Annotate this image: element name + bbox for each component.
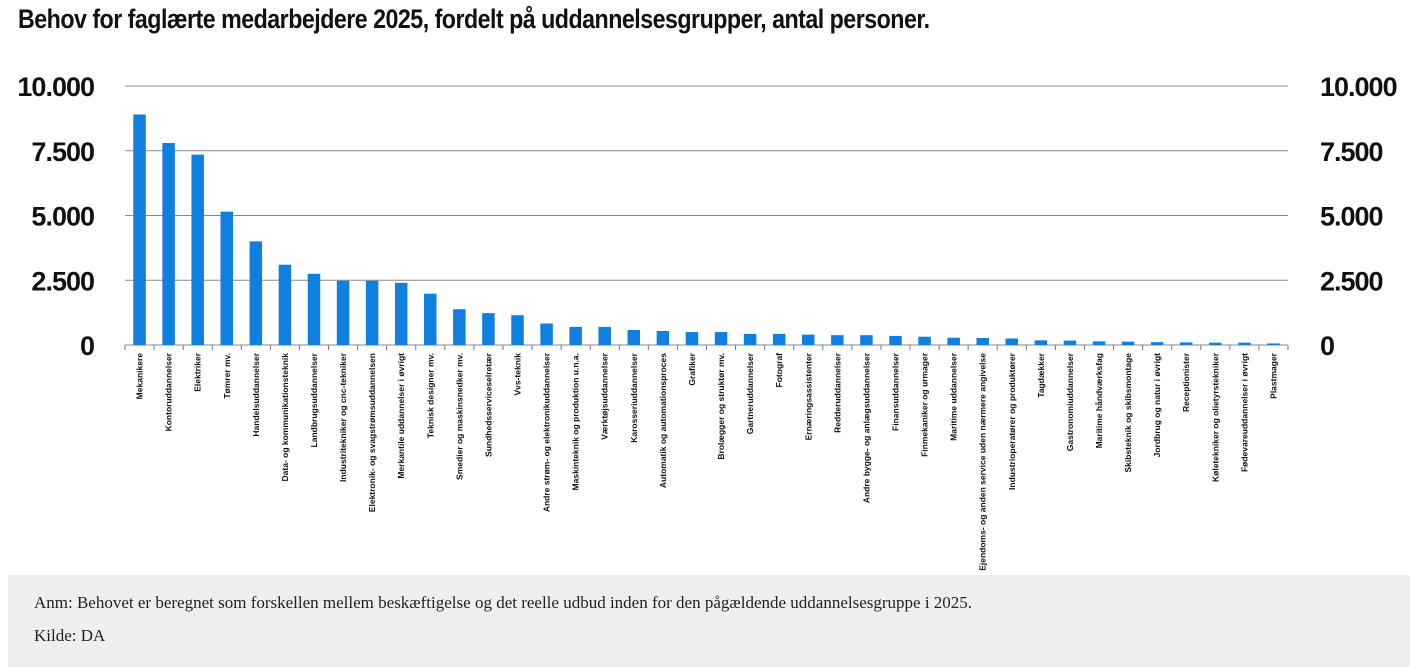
x-tick-label: Industritekniker og cnc-tekniker: [338, 352, 348, 482]
x-tick-label: Andre strøm- og elektronikuddannelser: [542, 352, 552, 512]
bar: [598, 326, 611, 345]
bar: [918, 336, 931, 345]
x-tick-label: Elektronik- og svagstrømsuddannelsen: [367, 353, 377, 512]
x-tick-label: Fotograf: [774, 353, 784, 388]
x-tick-label: Tømrer mv.: [222, 353, 232, 399]
bar: [220, 211, 234, 345]
x-tick-label: Data- og kommunikationsteknik: [280, 353, 290, 482]
y-tick-label-left: 2.500: [31, 266, 94, 296]
bar: [482, 313, 495, 345]
y-tick-label-right: 10.000: [1320, 72, 1397, 102]
x-tick-label: Sundhedsserviceselretær: [483, 352, 493, 457]
x-tick-label: Finansuddannelser: [890, 352, 900, 431]
bar: [1267, 343, 1280, 345]
x-tick-label: Receptionister: [1181, 352, 1191, 412]
y-tick-label-right: 5.000: [1320, 202, 1383, 232]
x-tick-label: Automatik og automationsproces: [658, 353, 668, 488]
note-text: Anm: Behovet er beregnet som forskellen …: [34, 593, 973, 612]
y-tick-label-left: 10.000: [17, 72, 94, 102]
x-tick-label: Vvs-teknik: [513, 353, 523, 396]
x-tick-label: Merkantile uddannelser i øvrigt: [396, 353, 406, 479]
y-tick-label-right: 7.500: [1320, 137, 1383, 167]
bar: [1209, 342, 1222, 345]
bar: [453, 309, 466, 345]
bar: [1034, 340, 1048, 345]
y-tick-label-left: 5.000: [31, 202, 94, 232]
bar-chart: 0 0 2.500 2.500 5.000 5.000 7.500 7.500 10.000 10…: [17, 72, 1397, 571]
bar: [162, 142, 175, 345]
x-tick-label: Brolægger og struktør mv.: [716, 353, 726, 460]
bar: [714, 332, 728, 345]
x-tick-label: Gartneruddannelser: [745, 352, 755, 434]
x-tick-label: Ejendoms- og anden service uden nærmere …: [978, 353, 988, 571]
x-tick-label: Maritime uddannelser: [949, 352, 959, 441]
x-tick-label: Redderuddannelser: [832, 352, 842, 433]
x-tick-label: Maritime håndværksfag: [1094, 353, 1104, 448]
x-tick-label: Tagdækker: [1036, 352, 1046, 397]
bar: [394, 282, 408, 345]
x-tick-label: Grafiker: [687, 352, 697, 385]
bar: [511, 315, 524, 345]
x-tick-label: Værktøjsuddannelser: [600, 352, 610, 440]
bar: [424, 293, 437, 345]
y-tick-label-left: 0: [80, 331, 94, 361]
x-tick-label: Ernæringsassistenter: [803, 352, 813, 440]
bar: [1179, 342, 1193, 345]
bar: [976, 338, 989, 345]
x-tick-label: Køletekniker og olietyrstekniker: [1210, 352, 1220, 482]
bar: [889, 335, 902, 345]
bar: [831, 335, 844, 345]
note-box: Anm: Behovet er beregnet som forskellen …: [8, 575, 1410, 667]
x-tick-label: Mekanikere: [135, 353, 145, 400]
y-tick-label-right: 0: [1320, 331, 1334, 361]
bar: [1121, 341, 1135, 345]
bar: [947, 337, 960, 345]
x-tick-label: Maskinteknik og produktion u.n.a.: [571, 353, 581, 490]
x-tick-label: Teknisk designer mv.: [425, 353, 435, 438]
bar: [307, 273, 321, 345]
bar: [685, 332, 699, 345]
x-tick-label: Finmekaniker og urmager: [920, 352, 930, 457]
bar: [569, 326, 582, 345]
bar: [1092, 341, 1106, 345]
bar: [191, 154, 204, 345]
y-tick-label-right: 2.500: [1320, 266, 1383, 296]
bar: [1063, 340, 1077, 345]
x-tick-label: Plastmager: [1268, 352, 1278, 399]
bar: [1005, 338, 1019, 345]
bar: [249, 241, 263, 345]
bar: [802, 334, 815, 345]
x-tick-label: Fødevareuddannelser i øvrigt: [1239, 353, 1249, 472]
bar: [772, 333, 786, 345]
x-tick-label: Skibsteknik og skibsmontage: [1123, 353, 1133, 473]
bar: [336, 280, 350, 345]
bar: [540, 323, 553, 345]
x-tick-label: Industrioperatører og produktører: [1007, 352, 1017, 490]
x-tick-label: Handelsuddannelser: [251, 352, 261, 436]
chart-title: Behov for faglærte medarbejdere 2025, fo…: [18, 4, 930, 34]
bar: [278, 264, 292, 345]
x-tick-label: Jordbrug og natur i øvrigt: [1152, 353, 1162, 458]
bar: [656, 331, 670, 345]
x-tick-label: Elektriker: [193, 352, 203, 391]
x-tick-label: Andre bygge- og anlægsuddannelser: [861, 352, 871, 503]
bar: [1150, 342, 1164, 345]
x-tick-label: Kontoruddannelser: [164, 352, 174, 431]
bar: [133, 114, 146, 346]
x-tick-label: Karosseriuddannelser: [629, 352, 639, 442]
source-text: Kilde: DA: [34, 626, 106, 645]
x-tick-label: Gastronomiuddannelser: [1065, 352, 1075, 451]
bar: [365, 280, 379, 345]
y-tick-label-left: 7.500: [31, 137, 94, 167]
bar: [860, 335, 873, 345]
bar: [627, 329, 641, 345]
x-tick-label: Landbrugsuddannelser: [309, 352, 319, 447]
bar: [743, 333, 757, 345]
bar: [1238, 342, 1251, 345]
x-tick-label: Smedier og maskinsnedker mv.: [454, 353, 464, 480]
